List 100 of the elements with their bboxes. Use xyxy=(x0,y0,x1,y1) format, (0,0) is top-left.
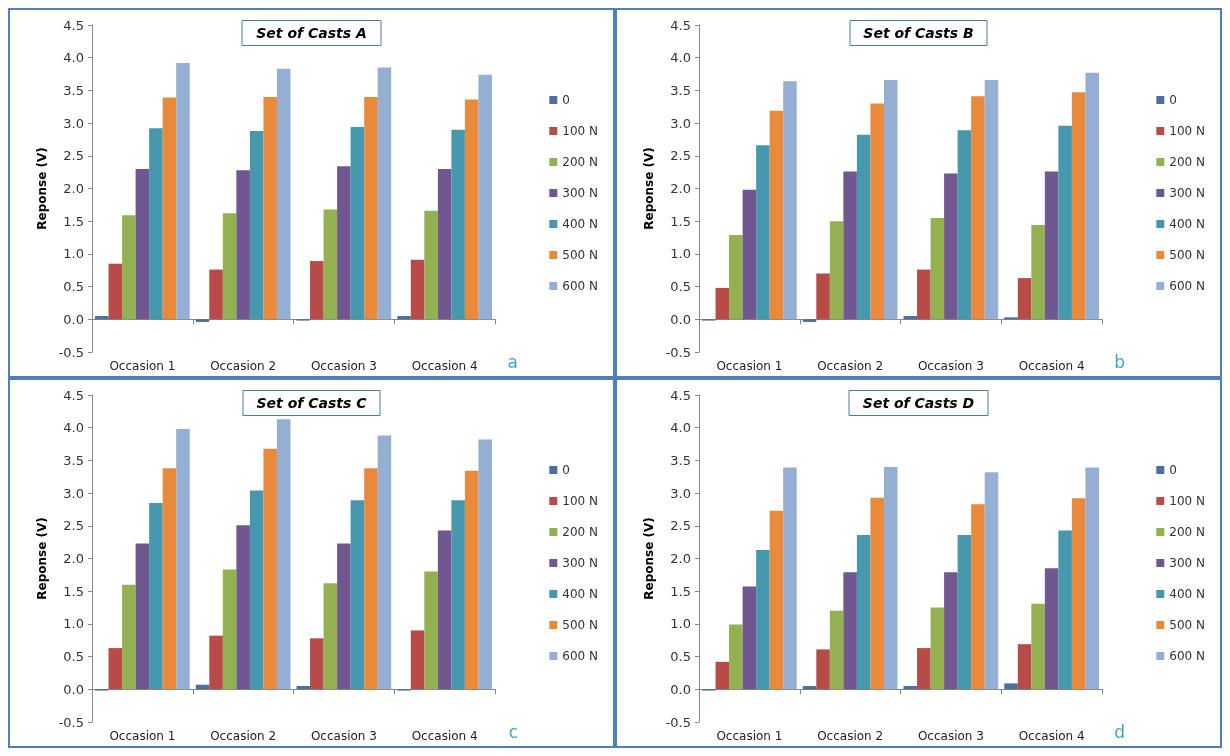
bar xyxy=(870,497,884,690)
y-tick-label: 1.0 xyxy=(63,246,84,262)
bar xyxy=(176,429,190,690)
bar xyxy=(364,468,378,690)
y-tick-label: 2.5 xyxy=(63,518,84,534)
bar xyxy=(263,448,277,690)
legend-label: 300 N xyxy=(562,556,599,570)
bar xyxy=(971,504,985,690)
legend-label: 400 N xyxy=(1169,587,1206,601)
y-tick-label: 3.5 xyxy=(63,452,84,468)
chart-title: Set of Casts C xyxy=(256,395,368,411)
bar xyxy=(350,500,365,690)
bar xyxy=(478,74,492,320)
bar xyxy=(1058,530,1072,690)
bar xyxy=(742,586,757,690)
y-tick-label: 4.5 xyxy=(670,17,691,33)
y-tick-label: 1.5 xyxy=(670,213,691,229)
x-tick-label: Occasion 1 xyxy=(716,729,783,743)
x-tick-label: Occasion 4 xyxy=(411,359,478,373)
x-tick-label: Occasion 2 xyxy=(817,729,884,743)
y-tick-label: 0.5 xyxy=(670,649,691,665)
y-tick-label: 3.0 xyxy=(63,115,84,131)
x-tick-label: Occasion 3 xyxy=(310,729,377,743)
bar xyxy=(222,213,237,320)
bar xyxy=(276,68,291,320)
chart-title: Set of Casts A xyxy=(256,25,367,41)
legend-label: 100 N xyxy=(562,124,599,138)
legend-label: 200 N xyxy=(1169,155,1206,169)
bar xyxy=(756,145,770,320)
text: a xyxy=(507,351,518,372)
bar xyxy=(742,189,757,320)
legend-label: 300 N xyxy=(562,186,599,200)
x-tick-label: Occasion 4 xyxy=(1018,359,1085,373)
y-tick-label: 0.5 xyxy=(670,279,691,295)
y-tick-label: 1.0 xyxy=(63,616,84,632)
bar xyxy=(209,269,223,320)
y-tick-label: 2.0 xyxy=(670,551,691,566)
x-tick-label: Occasion 4 xyxy=(411,729,478,743)
legend-label: 600 N xyxy=(1169,279,1206,293)
y-tick-label: 2.0 xyxy=(63,181,84,196)
bar xyxy=(1031,225,1045,320)
bar xyxy=(1058,125,1072,320)
bar xyxy=(162,468,177,690)
bar xyxy=(377,435,392,690)
bar xyxy=(984,79,999,320)
bar xyxy=(222,569,237,690)
y-tick-label: -0.5 xyxy=(58,714,84,730)
bar xyxy=(729,624,743,690)
bar xyxy=(337,166,351,320)
y-tick-label: 3.0 xyxy=(670,115,691,131)
bar xyxy=(410,259,425,320)
bar xyxy=(122,584,136,690)
bar xyxy=(377,67,392,320)
legend-label: 400 N xyxy=(562,587,599,601)
bar xyxy=(829,221,844,320)
bar xyxy=(756,550,770,690)
bar xyxy=(1085,72,1099,320)
bar xyxy=(1017,644,1032,690)
y-tick-label: 1.5 xyxy=(63,213,84,229)
bar xyxy=(715,661,730,690)
legend-label: 0 xyxy=(1169,93,1177,107)
y-tick-label: 0.5 xyxy=(63,279,84,295)
legend-label: 0 xyxy=(562,463,570,477)
x-tick-label: Occasion 1 xyxy=(109,729,176,743)
bar xyxy=(856,534,871,690)
bar xyxy=(843,171,857,320)
legend-label: 300 N xyxy=(1169,556,1206,570)
legend-label: 100 N xyxy=(562,494,599,508)
bar xyxy=(249,490,264,690)
bar xyxy=(451,500,465,690)
bar xyxy=(337,543,351,690)
bar xyxy=(424,571,438,690)
y-tick-label: 3.5 xyxy=(670,82,691,98)
text: c xyxy=(508,721,519,742)
y-tick-label: 4.0 xyxy=(63,50,84,66)
bar xyxy=(397,316,411,320)
bar xyxy=(108,263,123,320)
bar xyxy=(783,81,797,320)
bar xyxy=(1085,467,1099,690)
y-tick-label: -0.5 xyxy=(58,344,84,360)
y-tick-label: 3.0 xyxy=(670,485,691,501)
text: d xyxy=(1114,721,1126,742)
bar xyxy=(1044,171,1059,320)
bar xyxy=(783,467,797,690)
bar xyxy=(856,134,871,320)
y-tick-label: 2.5 xyxy=(63,148,84,164)
bar xyxy=(263,96,277,320)
y-axis-title: Reponse (V) xyxy=(641,147,656,230)
y-tick-label: 2.0 xyxy=(670,181,691,196)
bar xyxy=(944,572,958,690)
y-tick-label: 4.0 xyxy=(670,420,691,436)
bar xyxy=(715,287,730,320)
y-tick-label: 3.5 xyxy=(670,452,691,468)
y-tick-label: 2.5 xyxy=(670,148,691,164)
bar xyxy=(843,572,857,690)
x-tick-label: Occasion 3 xyxy=(917,359,984,373)
x-tick-label: Occasion 3 xyxy=(917,729,984,743)
x-tick-label: Occasion 3 xyxy=(310,359,377,373)
y-tick-label: 4.5 xyxy=(670,387,691,403)
bar xyxy=(1004,683,1018,690)
